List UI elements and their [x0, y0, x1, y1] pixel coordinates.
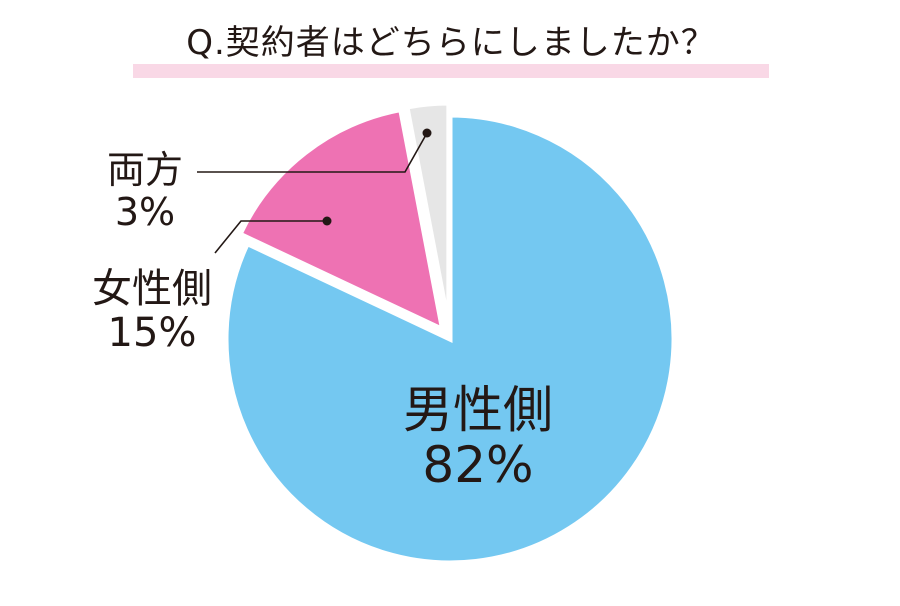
chart-title-block: Q.契約者はどちらにしましたか？ [133, 14, 769, 78]
label-female-value: 15% [108, 310, 197, 356]
leader-lines [197, 128, 432, 254]
title-highlight-bar [133, 64, 769, 78]
leader-dot-female [322, 216, 332, 226]
slice-both [403, 100, 452, 328]
slice-female [236, 106, 447, 334]
slice-labels: 両方 3% 女性側 15% 男性側 82% [92, 148, 553, 494]
chart-title: Q.契約者はどちらにしましたか？ [186, 23, 716, 63]
label-both-name: 両方 [107, 148, 183, 192]
leader-line-both [197, 132, 428, 173]
pie-slices [223, 100, 677, 566]
label-both-value: 3% [115, 190, 175, 234]
leader-dot-both [422, 128, 432, 138]
label-female-name: 女性側 [92, 266, 212, 312]
slice-male [223, 112, 677, 566]
leader-line-female [214, 220, 324, 254]
label-male-value: 82% [422, 436, 533, 494]
label-male-name: 男性側 [403, 381, 553, 439]
